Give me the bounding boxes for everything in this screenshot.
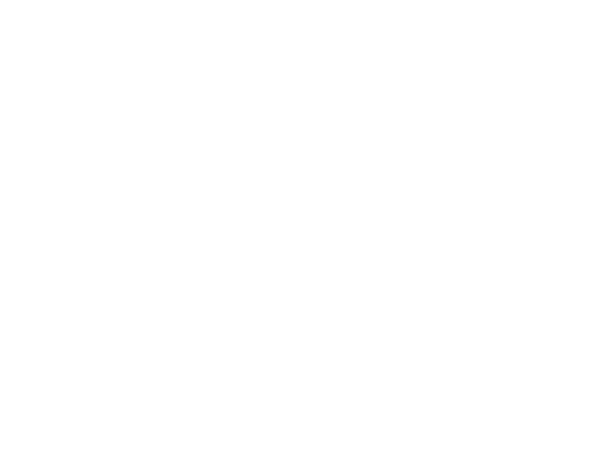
Text: A: A [8,22,21,40]
Text: B: B [293,22,306,40]
